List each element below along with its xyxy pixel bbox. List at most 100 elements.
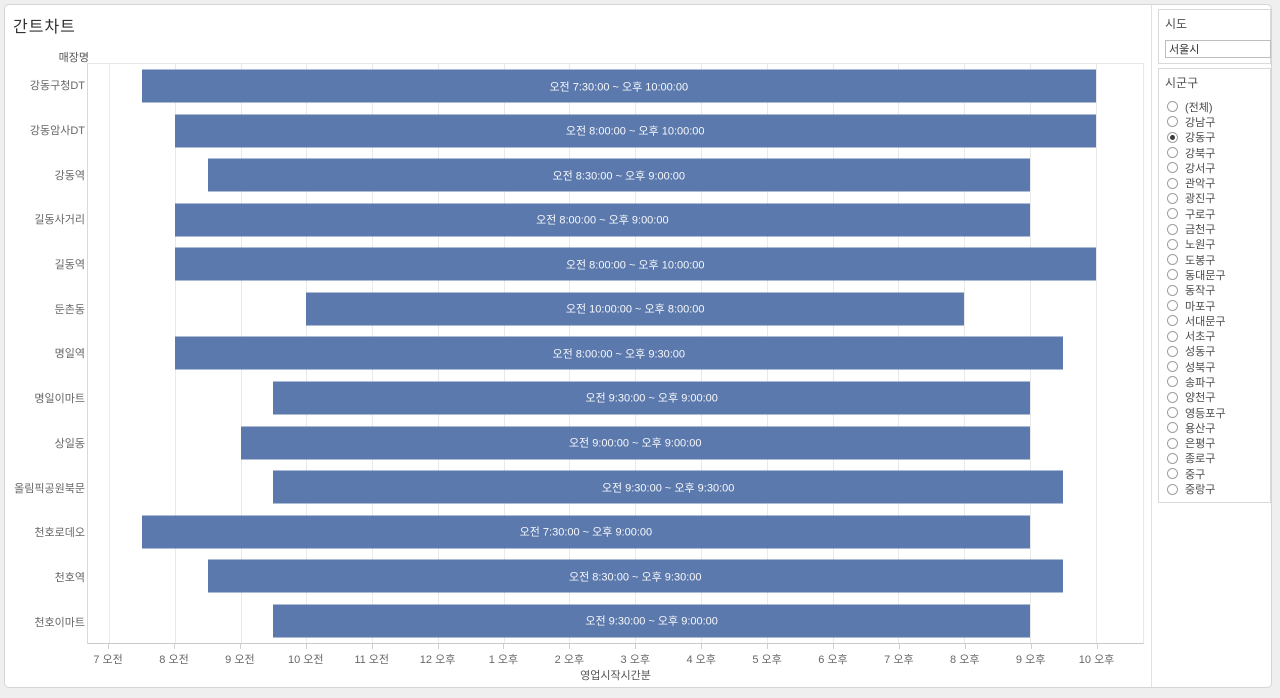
- radio-label: 중구: [1185, 468, 1206, 481]
- radio-icon[interactable]: [1167, 238, 1178, 250]
- gantt-bar[interactable]: 오전 8:30:00 ~ 오후 9:30:00: [207, 559, 1063, 593]
- radio-icon[interactable]: [1167, 208, 1178, 220]
- sigungu-radio-option[interactable]: 강남구: [1165, 114, 1264, 129]
- sigungu-radio-option[interactable]: 성북구: [1165, 359, 1264, 374]
- radio-icon[interactable]: [1167, 284, 1178, 296]
- gantt-bar-label: 오전 7:30:00 ~ 오후 10:00:00: [549, 81, 689, 94]
- gantt-bar-label: 오전 10:00:00 ~ 오후 8:00:00: [565, 303, 705, 316]
- gantt-bar[interactable]: 오전 9:00:00 ~ 오후 9:00:00: [240, 426, 1030, 460]
- radio-icon[interactable]: [1167, 422, 1178, 434]
- gantt-bar-label: 오전 9:30:00 ~ 오후 9:30:00: [601, 482, 735, 495]
- tick-label: 9 오후: [1015, 654, 1046, 666]
- sigungu-radio-option[interactable]: 강동구: [1165, 130, 1264, 145]
- tick-label: 6 오후: [818, 654, 848, 666]
- radio-icon[interactable]: [1167, 468, 1178, 480]
- sigungu-radio-option[interactable]: 도봉구: [1165, 252, 1264, 267]
- gantt-row: 오전 9:30:00 ~ 오후 9:00:00: [88, 598, 1143, 643]
- radio-icon[interactable]: [1167, 376, 1178, 388]
- radio-icon[interactable]: [1167, 162, 1178, 174]
- sigungu-radio-option[interactable]: 송파구: [1165, 374, 1264, 389]
- sigungu-radio-option[interactable]: 동작구: [1165, 283, 1264, 298]
- radio-label: 양천구: [1185, 392, 1216, 405]
- radio-icon[interactable]: [1167, 315, 1178, 327]
- sigungu-radio-option[interactable]: 관악구: [1165, 175, 1264, 190]
- radio-icon[interactable]: [1167, 177, 1178, 189]
- sigungu-radio-option[interactable]: 마포구: [1165, 298, 1264, 313]
- gantt-bar-label: 오전 8:00:00 ~ 오후 10:00:00: [565, 125, 705, 138]
- gantt-bar[interactable]: 오전 8:30:00 ~ 오후 9:00:00: [207, 158, 1030, 192]
- radio-icon[interactable]: [1167, 452, 1178, 464]
- tick-label: 7 오전: [93, 654, 123, 666]
- sigungu-radio-option[interactable]: 동대문구: [1165, 267, 1264, 282]
- sigungu-radio-option[interactable]: 광진구: [1165, 191, 1264, 206]
- gantt-row: 오전 8:00:00 ~ 오후 10:00:00: [88, 242, 1143, 287]
- sigungu-radio-option[interactable]: (전체): [1165, 99, 1264, 114]
- sigungu-radio-option[interactable]: 중구: [1165, 466, 1264, 481]
- row-label: 강동역: [54, 169, 85, 182]
- radio-icon[interactable]: [1167, 345, 1178, 357]
- gantt-rows: 오전 7:30:00 ~ 오후 10:00:00 오전 8:00:00 ~ 오후 …: [88, 64, 1143, 643]
- sigungu-radio-option[interactable]: 영등포구: [1165, 405, 1264, 420]
- sido-filter-input[interactable]: [1165, 40, 1271, 58]
- radio-icon[interactable]: [1167, 101, 1178, 113]
- tick-mark: [767, 644, 769, 649]
- sigungu-radio-option[interactable]: 서초구: [1165, 328, 1264, 343]
- radio-icon[interactable]: [1167, 361, 1178, 373]
- row-label: 상일동: [54, 437, 85, 450]
- radio-label: 강서구: [1185, 162, 1216, 175]
- sigungu-radio-option[interactable]: 성동구: [1165, 344, 1264, 359]
- gantt-bar[interactable]: 오전 8:00:00 ~ 오후 10:00:00: [174, 247, 1096, 281]
- radio-icon[interactable]: [1167, 437, 1178, 449]
- chart-title: 간트차트: [13, 19, 76, 36]
- sigungu-radio-option[interactable]: 서대문구: [1165, 313, 1264, 328]
- sigungu-radio-option[interactable]: 강서구: [1165, 160, 1264, 175]
- gantt-bar[interactable]: 오전 9:30:00 ~ 오후 9:30:00: [273, 470, 1063, 504]
- gantt-bar[interactable]: 오전 8:00:00 ~ 오후 9:30:00: [174, 336, 1063, 370]
- sigungu-radio-option[interactable]: 용산구: [1165, 420, 1264, 435]
- gantt-bar[interactable]: 오전 9:30:00 ~ 오후 9:00:00: [273, 604, 1030, 638]
- radio-icon[interactable]: [1167, 131, 1178, 143]
- tick-label: 10 오후: [1078, 654, 1115, 666]
- radio-icon[interactable]: [1167, 300, 1178, 311]
- radio-icon[interactable]: [1167, 391, 1178, 403]
- radio-icon[interactable]: [1167, 223, 1178, 235]
- radio-icon[interactable]: [1167, 269, 1178, 281]
- panel-divider: [1151, 5, 1152, 687]
- sigungu-radio-option[interactable]: 금천구: [1165, 221, 1264, 236]
- radio-icon[interactable]: [1167, 407, 1178, 419]
- gantt-bar[interactable]: 오전 7:30:00 ~ 오후 9:00:00: [141, 515, 1030, 549]
- gantt-bar[interactable]: 오전 8:00:00 ~ 오후 9:00:00: [174, 203, 1030, 237]
- row-label: 천호역: [54, 571, 85, 584]
- radio-icon[interactable]: [1167, 330, 1178, 342]
- gantt-bar[interactable]: 오전 8:00:00 ~ 오후 10:00:00: [174, 114, 1096, 148]
- gantt-bar[interactable]: 오전 9:30:00 ~ 오후 9:00:00: [273, 381, 1030, 415]
- tick-label: 8 오후: [950, 654, 980, 666]
- gantt-row: 오전 10:00:00 ~ 오후 8:00:00: [88, 287, 1143, 332]
- sigungu-radio-option[interactable]: 노원구: [1165, 237, 1264, 252]
- sigungu-radio-option[interactable]: 종로구: [1165, 451, 1264, 466]
- tick-label: 11 오전: [354, 654, 390, 666]
- gantt-row: 오전 8:00:00 ~ 오후 10:00:00: [88, 109, 1143, 154]
- sigungu-radio-option[interactable]: 중랑구: [1165, 481, 1264, 496]
- sigungu-radio-option[interactable]: 은평구: [1165, 436, 1264, 451]
- gantt-bar[interactable]: 오전 7:30:00 ~ 오후 10:00:00: [141, 69, 1096, 103]
- radio-icon[interactable]: [1167, 147, 1178, 159]
- gantt-bar-label: 오전 8:00:00 ~ 오후 10:00:00: [565, 259, 705, 272]
- radio-label: 도봉구: [1185, 254, 1216, 267]
- sigungu-radio-option[interactable]: 구로구: [1165, 206, 1264, 221]
- gantt-bar[interactable]: 오전 10:00:00 ~ 오후 8:00:00: [306, 292, 965, 326]
- gantt-row: 오전 8:30:00 ~ 오후 9:00:00: [88, 153, 1143, 198]
- radio-label: 종로구: [1185, 453, 1216, 466]
- row-label: 길동사거리: [34, 214, 85, 227]
- tick-mark: [305, 644, 307, 649]
- tick-mark: [1096, 644, 1098, 649]
- radio-icon[interactable]: [1167, 192, 1178, 204]
- radio-icon[interactable]: [1167, 483, 1178, 495]
- radio-label: 송파구: [1185, 377, 1216, 389]
- row-label: 명일역: [54, 348, 85, 361]
- sigungu-radio-option[interactable]: 강북구: [1165, 145, 1264, 160]
- sigungu-radio-option[interactable]: 양천구: [1165, 390, 1264, 405]
- radio-icon[interactable]: [1167, 116, 1178, 128]
- tick-mark: [437, 644, 439, 649]
- radio-icon[interactable]: [1167, 254, 1178, 266]
